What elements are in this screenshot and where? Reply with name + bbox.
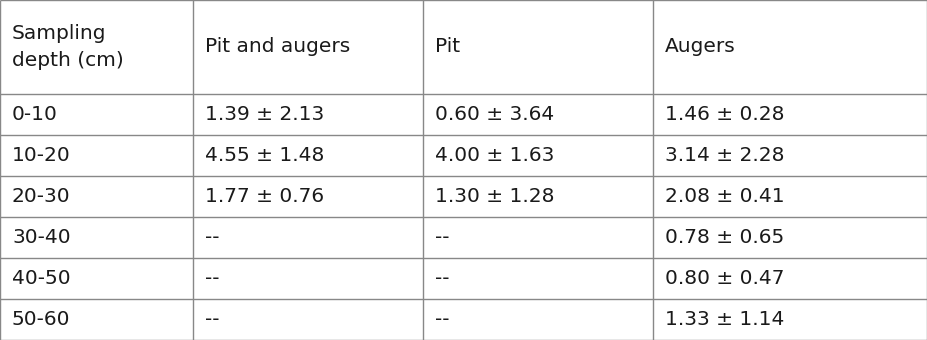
Text: Augers: Augers <box>665 37 736 56</box>
Text: Sampling
depth (cm): Sampling depth (cm) <box>12 24 123 70</box>
Text: 50-60: 50-60 <box>12 310 70 329</box>
Text: 4.55 ± 1.48: 4.55 ± 1.48 <box>205 146 324 165</box>
Text: --: -- <box>205 310 220 329</box>
Text: 4.00 ± 1.63: 4.00 ± 1.63 <box>435 146 554 165</box>
Text: --: -- <box>435 310 450 329</box>
Text: 1.77 ± 0.76: 1.77 ± 0.76 <box>205 187 324 206</box>
Text: 1.30 ± 1.28: 1.30 ± 1.28 <box>435 187 554 206</box>
Text: Pit: Pit <box>435 37 460 56</box>
Text: 1.46 ± 0.28: 1.46 ± 0.28 <box>665 105 784 124</box>
Text: 0.78 ± 0.65: 0.78 ± 0.65 <box>665 228 784 247</box>
Text: 1.39 ± 2.13: 1.39 ± 2.13 <box>205 105 324 124</box>
Text: 2.08 ± 0.41: 2.08 ± 0.41 <box>665 187 784 206</box>
Text: --: -- <box>205 269 220 288</box>
Text: 10-20: 10-20 <box>12 146 70 165</box>
Text: --: -- <box>435 269 450 288</box>
Text: 20-30: 20-30 <box>12 187 70 206</box>
Text: 40-50: 40-50 <box>12 269 70 288</box>
Text: Pit and augers: Pit and augers <box>205 37 350 56</box>
Text: 3.14 ± 2.28: 3.14 ± 2.28 <box>665 146 784 165</box>
Text: 0.60 ± 3.64: 0.60 ± 3.64 <box>435 105 554 124</box>
Text: 30-40: 30-40 <box>12 228 70 247</box>
Text: 1.33 ± 1.14: 1.33 ± 1.14 <box>665 310 784 329</box>
Text: --: -- <box>435 228 450 247</box>
Text: 0.80 ± 0.47: 0.80 ± 0.47 <box>665 269 784 288</box>
Text: --: -- <box>205 228 220 247</box>
Text: 0-10: 0-10 <box>12 105 57 124</box>
